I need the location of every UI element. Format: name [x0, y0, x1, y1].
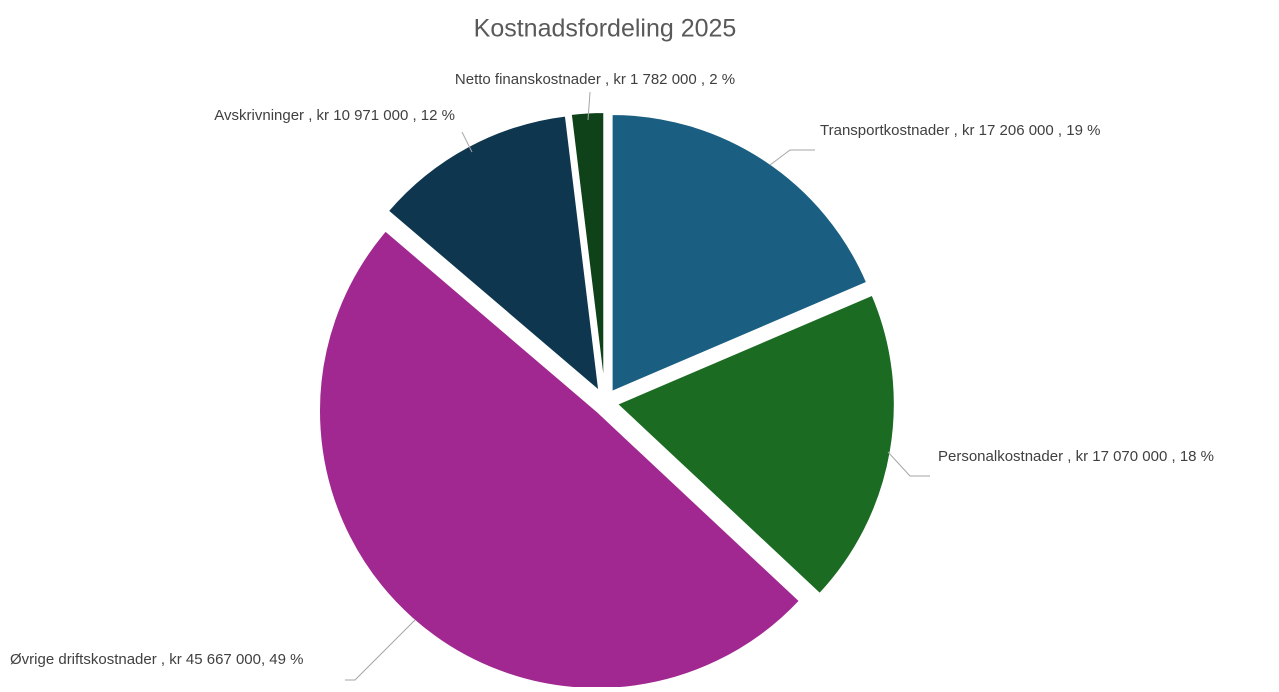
leader-line — [769, 149, 815, 166]
data-label: Avskrivninger , kr 10 971 000 , 12 % — [214, 107, 455, 124]
pie-slice — [610, 112, 869, 394]
data-label: Personalkostnader , kr 17 070 000 , 18 % — [938, 448, 1214, 465]
pie-slice — [386, 114, 601, 394]
data-label: Øvrige driftskostnader , kr 45 667 000, … — [10, 651, 304, 668]
leader-line — [587, 91, 591, 121]
chart-title: Kostnadsfordeling 2025 — [474, 15, 737, 43]
pie-slice — [615, 293, 896, 596]
leader-line — [887, 451, 930, 477]
leader-line — [345, 619, 416, 681]
data-label: Netto finanskostnader , kr 1 782 000 , 2… — [455, 71, 735, 88]
data-label: Transportkostnader , kr 17 206 000 , 19 … — [820, 122, 1100, 139]
leader-line — [461, 131, 473, 153]
pie-slice — [569, 111, 606, 391]
pie-slice — [318, 229, 802, 690]
